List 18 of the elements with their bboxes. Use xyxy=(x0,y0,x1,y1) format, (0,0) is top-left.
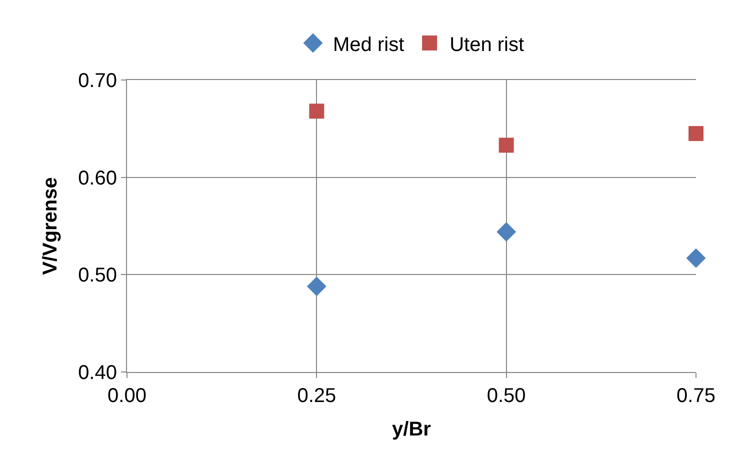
x-tick-label: 0.75 xyxy=(676,385,716,407)
point xyxy=(686,248,706,268)
y-tick-label: 0.50 xyxy=(78,264,117,287)
point xyxy=(306,276,326,296)
point xyxy=(688,126,704,142)
y-tick-label: 0.70 xyxy=(78,70,117,92)
x-axis-title: y/Br xyxy=(392,418,432,440)
point xyxy=(498,138,514,153)
y-tick-label: 0.40 xyxy=(78,362,117,384)
legend-label: Med rist xyxy=(333,34,405,56)
y-tick-label: 0.60 xyxy=(78,167,117,190)
x-tick-label: 0.50 xyxy=(486,385,526,407)
y-axis-title: V/Vgrense xyxy=(40,177,62,275)
legend-label: Uten rist xyxy=(450,34,524,56)
point xyxy=(309,104,324,119)
x-tick-label: 0.00 xyxy=(108,385,146,407)
x-tick-label: 0.25 xyxy=(297,385,336,407)
point xyxy=(496,222,516,242)
